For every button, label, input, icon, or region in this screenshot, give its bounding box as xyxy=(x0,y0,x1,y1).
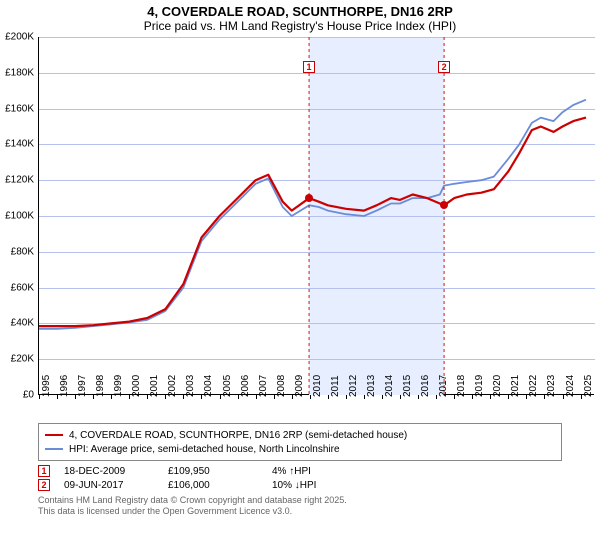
x-axis-label: 2010 xyxy=(312,375,323,397)
x-axis-label: 2011 xyxy=(330,375,341,397)
x-axis-label: 2012 xyxy=(348,375,359,397)
x-tick xyxy=(436,395,437,399)
y-axis-label: £200K xyxy=(0,32,34,43)
legend-label: 4, COVERDALE ROAD, SCUNTHORPE, DN16 2RP … xyxy=(69,430,407,441)
sale-row-date: 18-DEC-2009 xyxy=(64,466,154,477)
x-axis-label: 2009 xyxy=(294,375,305,397)
y-axis-label: £40K xyxy=(0,318,34,329)
x-axis-label: 2018 xyxy=(456,375,467,397)
x-axis-label: 1995 xyxy=(41,375,52,397)
x-axis-label: 1998 xyxy=(95,375,106,397)
sale-row-marker: 1 xyxy=(38,465,50,477)
y-axis-label: £140K xyxy=(0,139,34,150)
x-tick xyxy=(220,395,221,399)
credits: Contains HM Land Registry data © Crown c… xyxy=(38,495,562,518)
x-axis-label: 1999 xyxy=(113,375,124,397)
sale-marker-box: 2 xyxy=(438,61,450,73)
x-tick xyxy=(292,395,293,399)
x-axis-label: 2025 xyxy=(583,375,594,397)
x-axis-label: 1996 xyxy=(59,375,70,397)
x-tick xyxy=(400,395,401,399)
x-tick xyxy=(57,395,58,399)
y-axis-label: £60K xyxy=(0,282,34,293)
legend: 4, COVERDALE ROAD, SCUNTHORPE, DN16 2RP … xyxy=(38,423,562,461)
sale-row-price: £109,950 xyxy=(168,466,258,477)
x-axis-label: 2014 xyxy=(384,375,395,397)
x-tick xyxy=(364,395,365,399)
x-axis-label: 2006 xyxy=(240,375,251,397)
x-tick xyxy=(346,395,347,399)
x-tick xyxy=(310,395,311,399)
x-tick xyxy=(75,395,76,399)
y-axis-label: £180K xyxy=(0,67,34,78)
x-tick xyxy=(256,395,257,399)
line-svg xyxy=(39,37,595,395)
sale-point-dot xyxy=(305,194,313,202)
y-axis-label: £20K xyxy=(0,354,34,365)
sale-row-price: £106,000 xyxy=(168,480,258,491)
y-axis-label: £100K xyxy=(0,211,34,222)
x-axis-label: 2021 xyxy=(510,375,521,397)
x-axis-label: 2013 xyxy=(366,375,377,397)
series-price xyxy=(39,118,586,327)
sale-row-delta: 4% xyxy=(272,466,362,477)
x-tick xyxy=(328,395,329,399)
x-axis-label: 2008 xyxy=(276,375,287,397)
sale-data-row: 1 18-DEC-2009 £109,950 4% xyxy=(38,465,562,477)
sale-row-marker: 2 xyxy=(38,479,50,491)
x-tick xyxy=(238,395,239,399)
x-axis-label: 2024 xyxy=(565,375,576,397)
x-tick xyxy=(563,395,564,399)
x-tick xyxy=(39,395,40,399)
y-axis-label: £120K xyxy=(0,175,34,186)
chart-subtitle: Price paid vs. HM Land Registry's House … xyxy=(0,19,600,37)
credits-line1: Contains HM Land Registry data © Crown c… xyxy=(38,495,562,506)
credits-line2: This data is licensed under the Open Gov… xyxy=(38,506,562,517)
legend-label: HPI: Average price, semi-detached house,… xyxy=(69,444,340,455)
sale-marker-box: 1 xyxy=(303,61,315,73)
sale-rows: 1 18-DEC-2009 £109,950 4% 2 09-JUN-2017 £106,0… xyxy=(0,465,600,491)
x-axis-label: 2000 xyxy=(131,375,142,397)
sale-point-dot xyxy=(440,201,448,209)
series-hpi xyxy=(39,100,586,329)
x-axis-label: 2015 xyxy=(402,375,413,397)
y-axis-label: £80K xyxy=(0,246,34,257)
x-tick xyxy=(93,395,94,399)
x-axis-label: 2005 xyxy=(222,375,233,397)
sale-row-delta: 10% xyxy=(272,480,362,491)
chart-title: 4, COVERDALE ROAD, SCUNTHORPE, DN16 2RP xyxy=(0,0,600,19)
x-axis-label: 1997 xyxy=(77,375,88,397)
sale-data-row: 2 09-JUN-2017 £106,000 10% xyxy=(38,479,562,491)
x-tick xyxy=(274,395,275,399)
chart-area: 12 £0£20K£40K£60K£80K£100K£120K£140K£160… xyxy=(38,37,594,417)
x-axis-label: 2022 xyxy=(528,375,539,397)
x-axis-label: 2016 xyxy=(420,375,431,397)
legend-row: 4, COVERDALE ROAD, SCUNTHORPE, DN16 2RP … xyxy=(45,428,555,442)
x-axis-label: 2020 xyxy=(492,375,503,397)
x-tick xyxy=(418,395,419,399)
y-axis-label: £0 xyxy=(0,390,34,401)
legend-swatch xyxy=(45,434,63,436)
x-tick xyxy=(382,395,383,399)
x-axis-label: 2004 xyxy=(203,375,214,397)
x-axis-label: 2023 xyxy=(546,375,557,397)
x-axis-label: 2001 xyxy=(149,375,160,397)
y-axis-label: £160K xyxy=(0,103,34,114)
x-tick xyxy=(581,395,582,399)
plot-area: 12 xyxy=(38,37,594,395)
legend-swatch xyxy=(45,448,63,450)
x-axis-label: 2002 xyxy=(167,375,178,397)
x-axis-label: 2003 xyxy=(185,375,196,397)
x-axis-label: 2017 xyxy=(438,375,449,397)
x-axis-label: 2019 xyxy=(474,375,485,397)
x-axis-label: 2007 xyxy=(258,375,269,397)
legend-row: HPI: Average price, semi-detached house,… xyxy=(45,442,555,456)
sale-row-date: 09-JUN-2017 xyxy=(64,480,154,491)
